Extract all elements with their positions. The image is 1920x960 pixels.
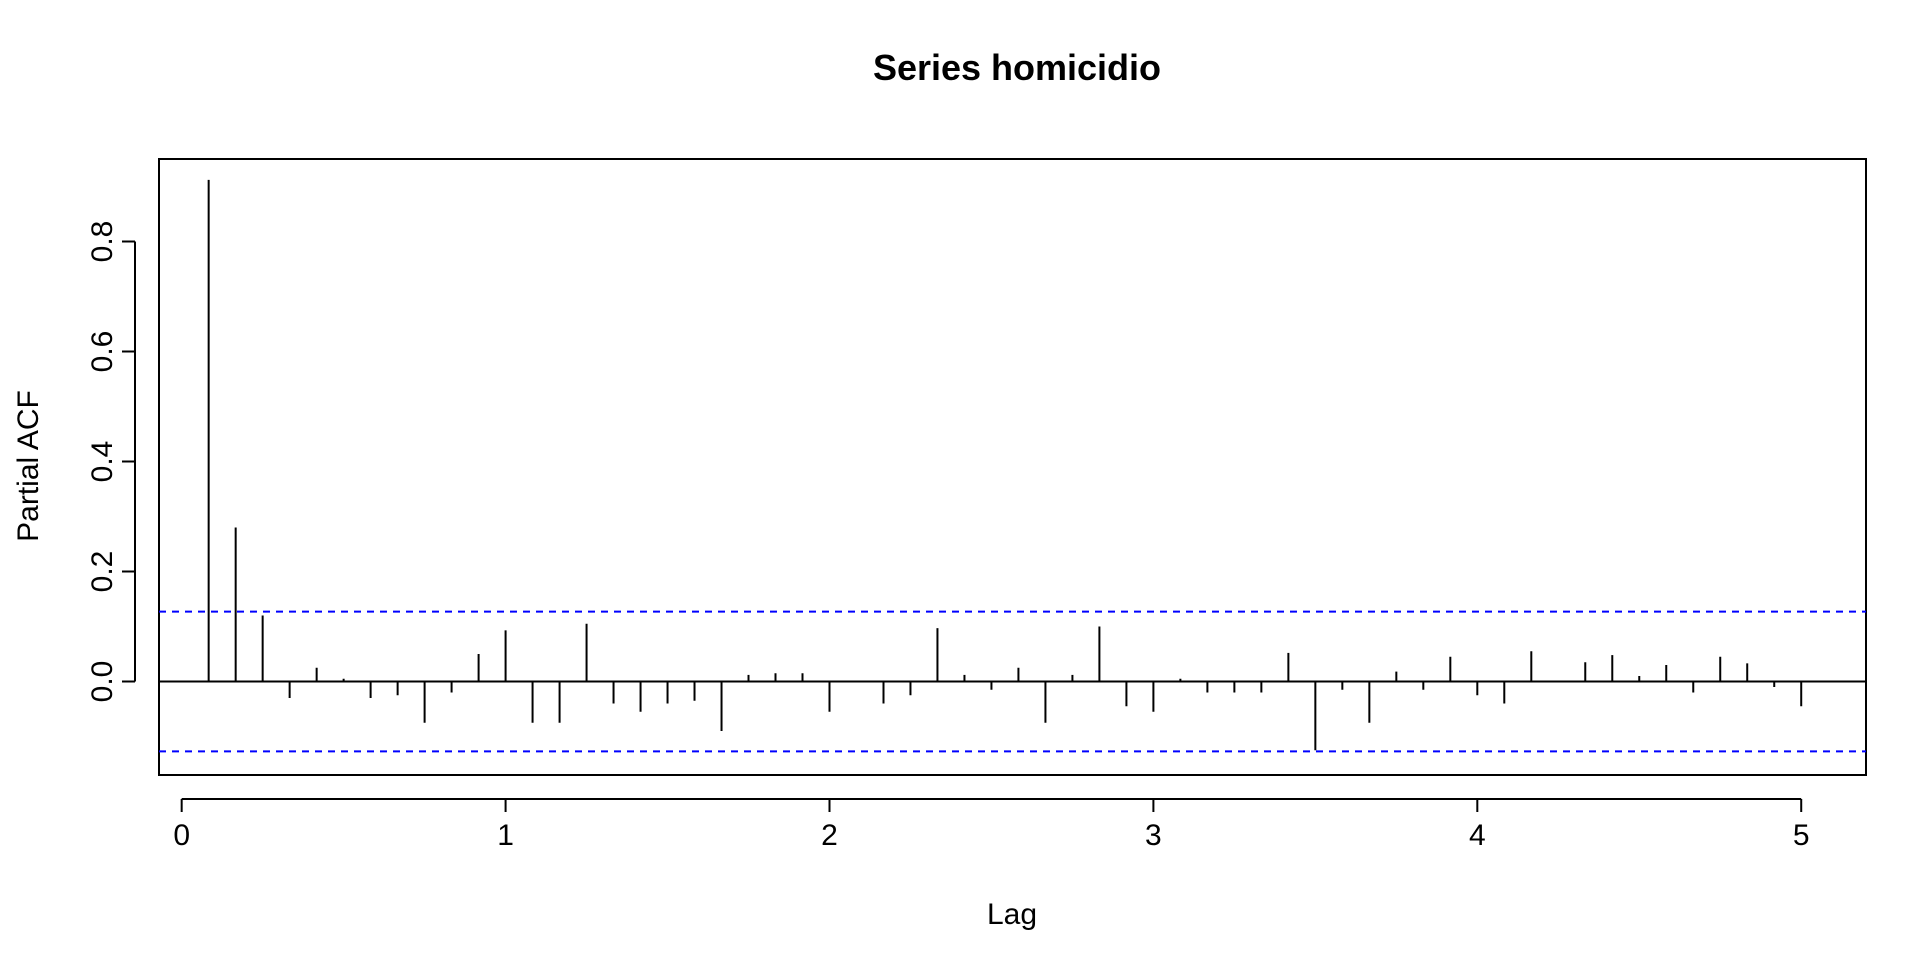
x-tick-label: 0 [173, 819, 190, 852]
x-tick-label: 4 [1469, 819, 1486, 852]
x-tick-label: 5 [1793, 819, 1810, 852]
y-tick-label: 0.0 [86, 661, 119, 703]
y-axis: 0.0 0.2 0.4 0.6 0.8 [86, 221, 136, 703]
x-tick-label: 1 [497, 819, 514, 852]
pacf-bars [207, 179, 1803, 751]
y-axis-label: Partial ACF [12, 390, 45, 542]
x-tick-label: 2 [821, 819, 838, 852]
x-axis-label: Lag [987, 898, 1037, 931]
y-tick-label: 0.8 [86, 221, 119, 263]
x-axis: 0 1 2 3 4 5 [173, 798, 1810, 852]
y-tick-label: 0.4 [86, 441, 119, 483]
y-tick-label: 0.6 [86, 331, 119, 373]
y-tick-label: 0.2 [86, 551, 119, 593]
y-ticks: 0.0 0.2 0.4 0.6 0.8 [86, 221, 135, 703]
x-ticks: 0 1 2 3 4 5 [173, 799, 1810, 852]
plot-frame [158, 158, 1867, 776]
x-tick-label: 3 [1145, 819, 1162, 852]
chart-title: Series homicidio [873, 47, 1161, 88]
